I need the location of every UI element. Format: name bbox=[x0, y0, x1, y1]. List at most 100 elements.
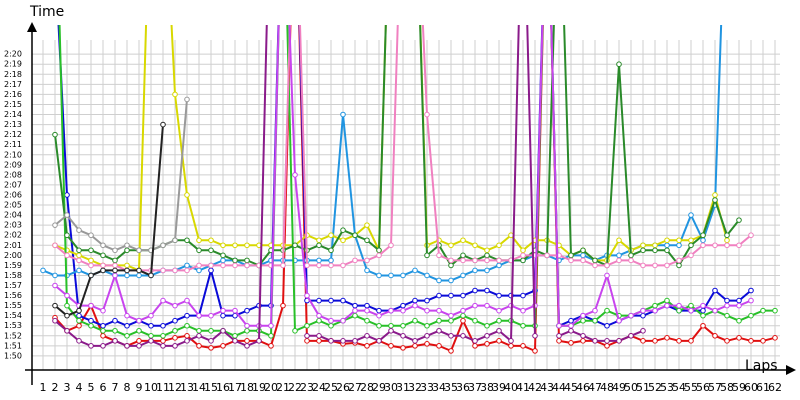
x-tick-label: 20 bbox=[264, 381, 278, 394]
point bbox=[460, 312, 466, 319]
point bbox=[664, 335, 670, 341]
point bbox=[460, 317, 466, 324]
point bbox=[124, 267, 130, 274]
x-tick-label: 24 bbox=[312, 381, 326, 394]
x-tick-label: 41 bbox=[516, 381, 530, 394]
point bbox=[664, 262, 670, 269]
point bbox=[76, 252, 82, 259]
point bbox=[244, 343, 250, 349]
point bbox=[148, 333, 154, 339]
series-line bbox=[54, 124, 164, 317]
point bbox=[220, 262, 226, 269]
y-tick-label: 2:10 bbox=[4, 150, 22, 159]
y-tick-label: 2:02 bbox=[4, 231, 22, 240]
point bbox=[568, 327, 574, 334]
point bbox=[196, 247, 202, 254]
x-tick-label: 6 bbox=[100, 381, 107, 394]
point bbox=[712, 192, 718, 198]
x-tick-label: 4 bbox=[76, 381, 83, 394]
point bbox=[472, 343, 478, 349]
point bbox=[88, 247, 94, 254]
point bbox=[208, 267, 214, 274]
y-tick-label: 1:52 bbox=[4, 331, 22, 340]
point bbox=[448, 262, 454, 269]
x-axis-arrow bbox=[786, 365, 796, 375]
point bbox=[436, 277, 442, 284]
point bbox=[136, 343, 142, 349]
point bbox=[196, 327, 202, 334]
series-line bbox=[54, 25, 752, 272]
point bbox=[400, 333, 406, 339]
point bbox=[472, 302, 478, 309]
point bbox=[496, 307, 502, 314]
x-tick-label: 18 bbox=[240, 381, 254, 394]
point bbox=[292, 172, 298, 178]
point bbox=[220, 307, 226, 314]
x-tick-label: 15 bbox=[204, 381, 218, 394]
plot-area bbox=[40, 25, 778, 354]
point bbox=[388, 242, 394, 249]
point bbox=[244, 242, 250, 249]
point bbox=[772, 307, 778, 314]
point bbox=[160, 121, 166, 128]
point bbox=[352, 312, 358, 319]
point bbox=[220, 242, 226, 249]
point bbox=[292, 242, 298, 249]
point bbox=[124, 312, 130, 319]
y-tick-label: 1:57 bbox=[4, 281, 22, 290]
point bbox=[580, 312, 586, 319]
point bbox=[208, 262, 214, 269]
x-tick-label: 17 bbox=[228, 381, 242, 394]
point bbox=[304, 262, 310, 269]
x-tick-label: 3 bbox=[64, 381, 71, 394]
point bbox=[472, 317, 478, 324]
point bbox=[772, 335, 778, 341]
x-tick-label: 16 bbox=[216, 381, 230, 394]
point bbox=[88, 343, 94, 349]
point bbox=[124, 322, 130, 329]
x-axis-label: Laps bbox=[745, 358, 778, 374]
y-tick-label: 1:54 bbox=[4, 311, 22, 320]
point bbox=[424, 322, 430, 329]
point bbox=[64, 232, 70, 239]
point bbox=[160, 338, 166, 344]
point bbox=[448, 242, 454, 249]
point bbox=[184, 192, 190, 198]
point bbox=[124, 242, 130, 249]
point bbox=[136, 338, 142, 344]
point bbox=[460, 257, 466, 264]
point bbox=[448, 292, 454, 299]
y-tick-label: 2:19 bbox=[4, 60, 22, 69]
point bbox=[496, 317, 502, 324]
point bbox=[568, 252, 574, 259]
x-tick-label: 23 bbox=[300, 381, 314, 394]
point bbox=[400, 345, 406, 351]
point bbox=[76, 267, 82, 274]
point bbox=[376, 272, 382, 279]
point bbox=[448, 257, 454, 264]
x-tick-label: 39 bbox=[492, 381, 506, 394]
point bbox=[220, 327, 226, 334]
y-tick-label: 2:20 bbox=[4, 50, 22, 59]
point bbox=[184, 267, 190, 274]
point bbox=[460, 292, 466, 299]
point bbox=[700, 322, 706, 329]
point bbox=[388, 272, 394, 279]
point bbox=[148, 272, 154, 279]
point bbox=[340, 111, 346, 118]
point bbox=[652, 262, 658, 269]
point bbox=[208, 312, 214, 319]
x-tick-label: 58 bbox=[720, 381, 734, 394]
point bbox=[484, 287, 490, 294]
point bbox=[364, 302, 370, 309]
point bbox=[64, 292, 70, 299]
x-tick-label: 12 bbox=[168, 381, 182, 394]
point bbox=[208, 345, 214, 351]
point bbox=[100, 333, 106, 339]
point bbox=[712, 307, 718, 314]
point bbox=[160, 242, 166, 249]
point bbox=[340, 297, 346, 304]
point bbox=[328, 322, 334, 329]
point bbox=[544, 252, 550, 259]
point bbox=[340, 262, 346, 269]
